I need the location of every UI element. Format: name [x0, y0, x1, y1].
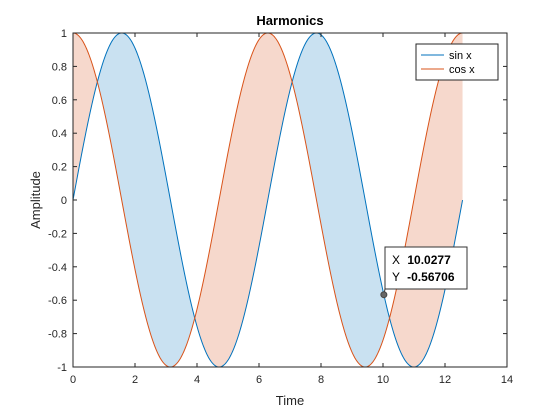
datatip[interactable]: X 10.0277 Y -0.56706	[380, 246, 468, 299]
x-tick-label: 12	[439, 374, 451, 386]
legend-label-sin: sin x	[449, 50, 472, 62]
x-tick-label: 6	[256, 374, 262, 386]
y-tick-label: -0.2	[48, 228, 67, 240]
y-tick-label: 0.4	[52, 128, 67, 140]
fill-region-sin-above	[292, 33, 390, 367]
x-axis: 0 2 4 6 8 10 12 14	[70, 33, 513, 386]
y-tick-label: 0.6	[52, 95, 67, 107]
y-tick-label: 0.8	[52, 61, 67, 73]
y-axis: -1 -0.8 -0.6 -0.4 -0.2 0 0.2 0.4 0.6 0.8 1	[48, 28, 507, 374]
x-tick-label: 14	[501, 374, 513, 386]
x-axis-label: Time	[276, 393, 304, 408]
y-tick-label: -0.4	[48, 262, 67, 274]
legend-label-cos: cos x	[449, 64, 475, 76]
datatip-x-label: X	[392, 253, 400, 267]
y-tick-label: 0	[61, 195, 67, 207]
legend[interactable]: sin x cos x	[415, 43, 499, 81]
y-tick-label: -0.6	[48, 295, 67, 307]
fill-region-sin-above	[97, 33, 195, 367]
datatip-marker[interactable]	[380, 291, 388, 299]
x-tick-label: 2	[132, 374, 138, 386]
datatip-box[interactable]	[384, 246, 468, 290]
x-tick-label: 10	[377, 374, 389, 386]
y-tick-label: 1	[61, 28, 67, 40]
legend-box	[415, 43, 499, 81]
datatip-y-label: Y	[392, 270, 400, 284]
datatip-y-row: Y -0.56706	[392, 270, 455, 284]
x-tick-label: 8	[318, 374, 324, 386]
datatip-x-row: X 10.0277	[392, 253, 451, 267]
chart-title: Harmonics	[256, 13, 323, 28]
x-tick-label: 4	[194, 374, 200, 386]
fill-region-cos-above	[389, 33, 463, 367]
y-tick-label: -0.8	[48, 329, 67, 341]
y-axis-label: Amplitude	[28, 171, 43, 229]
datatip-y-value: -0.56706	[407, 270, 455, 284]
fill-region-cos-above	[194, 33, 293, 367]
y-tick-label: 0.2	[52, 162, 67, 174]
y-tick-label: -1	[57, 362, 67, 374]
datatip-x-value: 10.0277	[407, 253, 451, 267]
x-tick-label: 0	[70, 374, 76, 386]
fill-region-cos-above	[73, 33, 98, 200]
series-line-sin	[72, 32, 464, 368]
